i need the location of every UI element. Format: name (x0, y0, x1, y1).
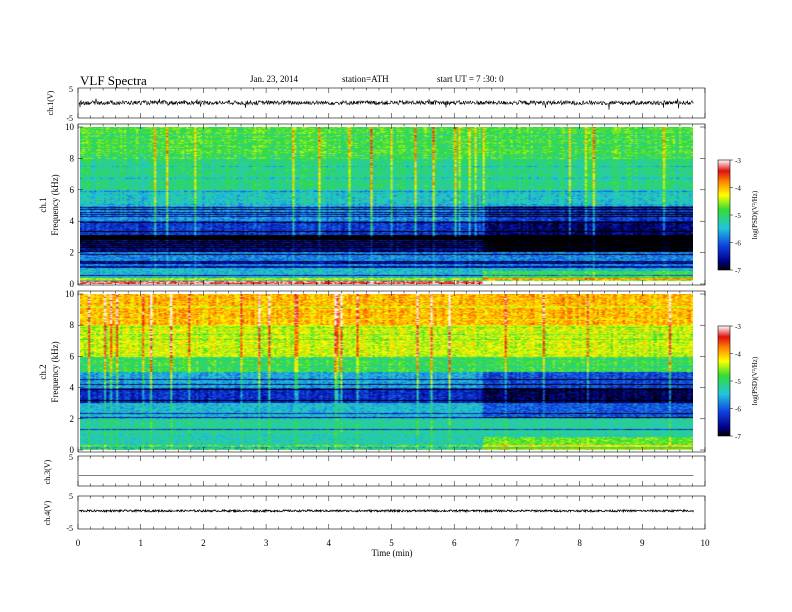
colorbar-tick-label: -3 (735, 323, 741, 331)
ch2-spec-yticks: 0 2 4 6 8 10 (65, 289, 705, 455)
ch1-spectrogram-panel: 0 2 4 6 8 10 ch.1 Frequency (kHz) (38, 122, 706, 289)
station-label: station=ATH (342, 74, 389, 84)
colorbar-tick-label: -7 (735, 433, 741, 441)
colorbar-tick-label: -5 (735, 378, 741, 386)
colorbar-tick-label: -7 (735, 267, 741, 275)
freq-tick-label: 8 (70, 153, 75, 163)
ch3-wave-label: ch.3(V) (43, 459, 52, 484)
ch4-wave-label: ch.4(V) (43, 500, 52, 525)
time-tick-label: 2 (201, 538, 206, 548)
ch2-colorbar-label: log(PSD)(V²/Hz) (751, 356, 759, 405)
time-tick-label: 9 (640, 538, 645, 548)
freq-tick-label: 0 (70, 279, 75, 289)
ch1-spec-channel-label: ch.1 (38, 197, 48, 212)
colorbar-tick-label: -4 (735, 185, 741, 193)
ch2-spectrogram-panel: 0 2 4 6 8 10 ch.2 Frequency (kHz) (38, 289, 706, 455)
freq-tick-label: 2 (70, 248, 75, 258)
ch1-wave-label: ch.1(V) (46, 90, 55, 115)
date-label: Jan. 23, 2014 (250, 74, 298, 84)
colorbar-tick-label: -5 (735, 212, 741, 220)
ch2-colorbar: -3 -4 -5 -6 -7 log(PSD)(V²/Hz) (717, 323, 759, 441)
ch2-spectrogram-image (80, 294, 693, 450)
time-axis-ticks (77, 88, 706, 529)
time-tick-label: 10 (701, 538, 711, 548)
ch1-colorbar-scale (717, 159, 731, 271)
start-time-label: start UT = 7 :30: 0 (437, 74, 504, 84)
time-tick-label: 3 (264, 538, 269, 548)
ch2-spec-ylabel: Frequency (kHz) (50, 341, 60, 402)
freq-tick-label: 2 (70, 414, 75, 424)
freq-tick-label: 4 (70, 383, 75, 393)
ch3-wave-ytick-top: 5 (69, 453, 73, 462)
freq-tick-label: 4 (70, 216, 75, 226)
ch1-waveform-trace (78, 97, 694, 110)
ch1-colorbar-label: log(PSD)(V²/Hz) (751, 190, 759, 239)
time-tick-label: 8 (577, 538, 582, 548)
ch1-colorbar-ticks: -3 -4 -5 -6 -7 (730, 157, 741, 275)
ch3-waveform-panel: 5 ch.3(V) (43, 453, 706, 487)
freq-tick-label: 6 (70, 351, 75, 361)
time-tick-label: 4 (327, 538, 332, 548)
freq-tick-label: 8 (70, 320, 75, 330)
time-tick-label: 1 (138, 538, 143, 548)
freq-tick-label: 0 (70, 445, 75, 455)
ch4-wave-ytick-bottom: -5 (66, 524, 73, 533)
time-tick-label: 7 (515, 538, 520, 548)
ch3-waveform-trace (78, 474, 694, 477)
time-tick-label: 5 (389, 538, 394, 548)
colorbar-tick-label: -4 (735, 351, 741, 359)
ch1-wave-ytick-top: 5 (69, 85, 73, 94)
ch1-colorbar: -3 -4 -5 -6 -7 log(PSD)(V²/Hz) (717, 157, 759, 275)
time-axis-tick-labels: 0 1 2 3 4 5 6 7 8 9 10 (76, 538, 710, 548)
freq-tick-label: 10 (65, 122, 75, 132)
freq-tick-label: 10 (65, 289, 75, 299)
figure-title: VLF Spectra (80, 73, 147, 88)
ch1-spec-ylabel: Frequency (kHz) (50, 174, 60, 235)
ch4-wave-ytick-top: 5 (69, 492, 73, 501)
time-tick-label: 6 (452, 538, 457, 548)
ch2-colorbar-ticks: -3 -4 -5 -6 -7 (730, 323, 741, 441)
ch4-waveform-trace (78, 508, 694, 514)
ch4-waveform-panel: 5 -5 ch.4(V) (43, 492, 706, 533)
ch1-spectrogram-image (80, 127, 693, 284)
ch2-spec-channel-label: ch.2 (38, 364, 48, 379)
ch1-wave-ytick-bottom: -5 (66, 114, 73, 123)
freq-tick-label: 6 (70, 185, 75, 195)
time-axis-title: Time (min) (372, 548, 413, 558)
colorbar-tick-label: -6 (735, 240, 741, 248)
colorbar-tick-label: -3 (735, 157, 741, 165)
ch1-spec-yticks: 0 2 4 6 8 10 (65, 122, 705, 289)
ch1-waveform-panel: 5 -5 ch.1(V) (46, 85, 706, 123)
ch2-colorbar-scale (717, 325, 731, 437)
time-tick-label: 0 (76, 538, 81, 548)
colorbar-tick-label: -6 (735, 406, 741, 414)
